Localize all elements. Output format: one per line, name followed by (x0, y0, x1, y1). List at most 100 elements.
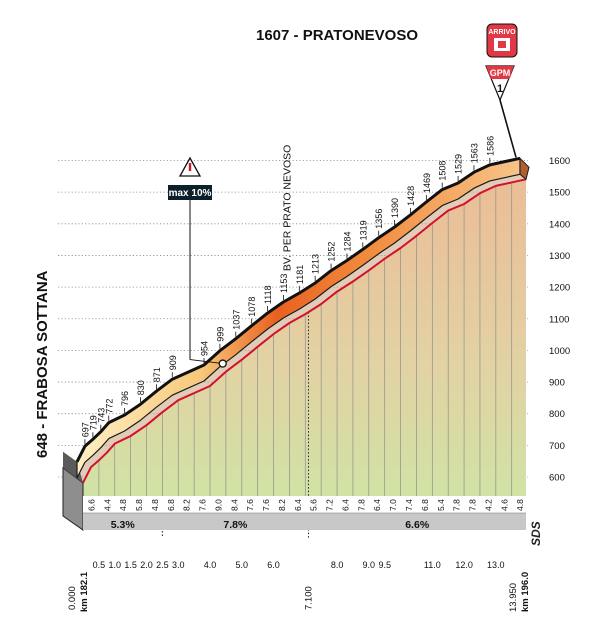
gradient-label: 4.8 (118, 499, 128, 511)
altitude-label: 1153 (279, 274, 289, 293)
km-tick: 8.0 (331, 560, 344, 570)
altitude-label: 909 (168, 355, 178, 370)
km-axis: 0.5 1.0 1.5 2.0 2.5 3.0 4.0 5.0 6.0 8.0 9.0 9.5 11.0… (67, 560, 531, 612)
gradient-label: 5.4 (436, 499, 446, 511)
gradient-label: 8.2 (182, 499, 192, 511)
km-start: 0.000 (67, 586, 78, 610)
brand-logo: SDS (529, 521, 543, 546)
max-gradient-label: max 10% (169, 188, 212, 199)
altitude-label: 999 (215, 327, 225, 342)
km-tick: 12.0 (455, 560, 473, 570)
junction-label: BV. PER PRATO NEVOSO (282, 145, 294, 271)
km-tick: 13.0 (487, 560, 505, 570)
profile-fill (83, 179, 526, 521)
km-tick: 1.5 (124, 560, 137, 570)
altitude-label: 1037 (231, 310, 241, 330)
altitude-tick: 1300 (549, 251, 570, 262)
gradient-label: 7.6 (261, 499, 271, 511)
gradient-label: 6.4 (293, 499, 303, 511)
gpm-category: 1 (497, 83, 503, 95)
arrivo-label: ARRIVO (488, 29, 516, 36)
gradient-label: 7.2 (325, 499, 335, 511)
altitude-label: 1563 (470, 143, 480, 163)
altitude-label: 871 (152, 367, 162, 382)
km-tick: 0.5 (93, 560, 106, 570)
km-tick: 9.0 (363, 560, 376, 570)
km-tick: 2.5 (156, 560, 169, 570)
altitude-label: 1356 (374, 209, 384, 229)
warning-icon-mark (188, 163, 192, 171)
altitude-label: 743 (96, 408, 106, 423)
gradient-strip: 6.6 4.4 4.8 5.8 4.8 6.8 8.2 7.6 9.0 8.4 7.6 7.6 8.2 6… (83, 496, 526, 531)
km-tick: 11.0 (424, 560, 441, 570)
gradient-label: 7.0 (388, 499, 398, 511)
km-tick: 1.0 (109, 560, 122, 570)
altitude-label: 1529 (454, 154, 464, 174)
gradient-label: 7.6 (245, 499, 255, 511)
altitude-axis: 600 700 800 900 1000 1100 1200 1300 1400 1500 1600 (549, 156, 570, 484)
altitude-label: 719 (88, 415, 98, 430)
gradient-label: 8.2 (277, 499, 287, 511)
km-end: 13.950 (508, 583, 519, 612)
gradient-label: 7.8 (356, 499, 366, 511)
altitude-tick: 1000 (549, 346, 570, 357)
km-tick: 4.0 (204, 560, 217, 570)
km-tick: 5.0 (236, 560, 249, 570)
strip-sections-bg (83, 513, 526, 530)
altitude-label: 830 (136, 380, 146, 395)
altitude-label: 1428 (406, 186, 416, 206)
gradient-label: 8.4 (229, 499, 239, 511)
altitude-tick: 1600 (549, 156, 570, 167)
altitude-label: 697 (80, 422, 90, 437)
altitude-tick: 1400 (549, 219, 570, 230)
km-end-total: km 196.0 (520, 572, 531, 612)
section-gradient: 5.3% (111, 519, 136, 531)
road-band-layer (75, 99, 530, 484)
gradient-label: 7.8 (452, 499, 462, 511)
gradient-label: 6.4 (341, 499, 351, 511)
altitude-label: 1469 (422, 173, 432, 193)
km-tick: 9.5 (378, 560, 391, 570)
annotations: 1607 - PRATONEVOSO 648 - FRABOSA SOTTANA… (34, 23, 543, 546)
altitude-tick: 800 (549, 409, 565, 420)
gradient-label: 7.6 (198, 499, 208, 511)
gradient-label: 4.4 (102, 499, 112, 511)
km-split: 7.100 (303, 586, 314, 610)
altitude-label: 954 (200, 341, 210, 356)
altitude-label: 1319 (358, 220, 368, 240)
gradient-label: 4.8 (150, 499, 160, 511)
altitude-label: 1284 (342, 231, 352, 251)
km-start-total: km 182.1 (79, 571, 90, 612)
gpm-label: GPM (490, 68, 511, 78)
road-red-edge (82, 178, 527, 484)
altitude-tick: 1200 (549, 283, 570, 294)
altitude-label: 1586 (485, 136, 495, 156)
segment-lines (98, 182, 513, 538)
altitude-label: 1213 (311, 254, 321, 274)
altitude-label: 1390 (390, 198, 400, 218)
gpm-icon-top (486, 66, 514, 79)
gradient-label: 6.4 (372, 499, 382, 511)
arrivo-icon-core (498, 41, 506, 48)
gradient-label: 6.8 (166, 499, 176, 511)
gradient-label: 5.6 (309, 499, 319, 511)
finish-mast (499, 99, 517, 158)
gradient-label: 9.0 (214, 499, 224, 511)
road-end-face (519, 157, 530, 181)
altitude-label: 772 (104, 399, 114, 414)
altitude-tick: 600 (549, 473, 565, 484)
gradient-label: 6.8 (420, 499, 430, 511)
gradient-label: 7.8 (468, 499, 478, 511)
finish-title: 1607 - PRATONEVOSO (256, 27, 418, 44)
gradient-label: 5.8 (134, 499, 144, 511)
gradient-label: 7.4 (404, 499, 414, 511)
km-tick: 6.0 (267, 560, 280, 570)
km-tick: 2.0 (140, 560, 153, 570)
altitude-label: 796 (120, 391, 130, 406)
section-gradient: 7.8% (223, 519, 248, 531)
altitude-label: 1252 (327, 242, 337, 262)
gradient-label: 4.8 (515, 499, 525, 511)
altitude-tick: 700 (549, 441, 565, 452)
